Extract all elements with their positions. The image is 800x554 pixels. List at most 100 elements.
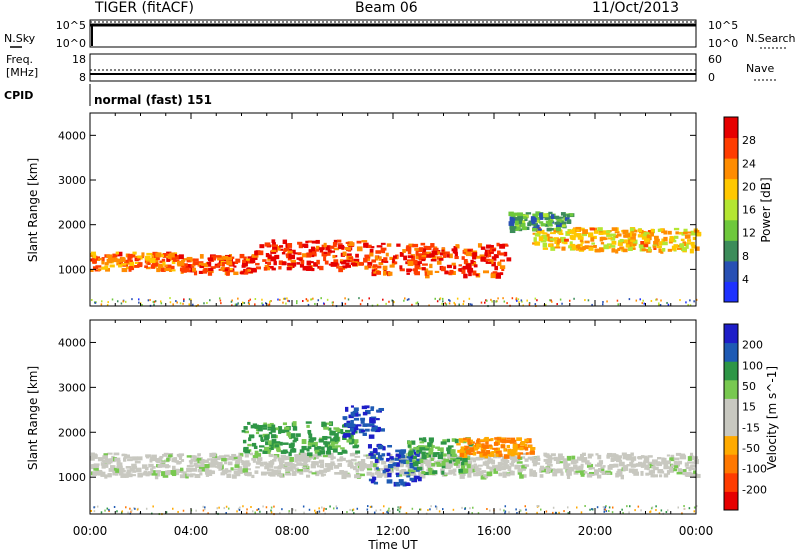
- velocity-cell: [524, 505, 527, 508]
- velocity-cell: [308, 470, 313, 474]
- power-cell: [606, 300, 608, 303]
- power-cell: [302, 243, 309, 248]
- power-cell: [247, 256, 252, 261]
- velocity-cell: [292, 426, 298, 431]
- power-cell: [506, 257, 512, 262]
- power-cell: [667, 248, 673, 252]
- velocity-cell: [650, 507, 653, 510]
- velocity-cell: [313, 456, 319, 460]
- power-cell: [135, 258, 141, 261]
- power-cell: [98, 258, 103, 261]
- power-cell: [436, 251, 440, 255]
- power-cell: [255, 262, 260, 266]
- velocity-cell: [651, 459, 658, 462]
- velocity-cell: [388, 458, 393, 463]
- velocity-cell: [657, 456, 662, 460]
- velocity-cell: [601, 471, 608, 476]
- power-cell: [353, 258, 360, 264]
- velocity-cell: [322, 435, 328, 441]
- velocity-cell: [167, 454, 173, 458]
- velocity-cell: [540, 508, 542, 511]
- velocity-cell: [466, 452, 471, 457]
- power-cell: [392, 258, 396, 264]
- velocity-cell: [352, 424, 359, 429]
- velocity-cell: [127, 459, 133, 462]
- power-cell: [516, 299, 518, 302]
- velocity-cell: [490, 438, 494, 441]
- velocity-cell: [244, 430, 249, 434]
- velocity-cell: [530, 447, 536, 450]
- velocity-cell: [504, 512, 506, 515]
- power-cell: [207, 257, 214, 262]
- velocity-cell: [207, 512, 209, 515]
- power-cell: [469, 303, 472, 306]
- velocity-cell: [488, 444, 492, 447]
- velocity-cell: [359, 468, 365, 472]
- power-cell: [547, 224, 553, 227]
- figure-title: TIGER (fitACF): [95, 0, 194, 16]
- velocity-cell: [448, 469, 453, 474]
- velocity-cell: [581, 452, 586, 456]
- velocity-cell: [110, 465, 115, 468]
- velocity-cell: [373, 511, 376, 514]
- velocity-cell: [496, 467, 502, 472]
- velocity-cell: [379, 457, 384, 461]
- velocity-cell: [120, 473, 127, 478]
- velocity-cell: [500, 459, 505, 462]
- power-cell: [270, 250, 277, 254]
- velocity-cell: [303, 469, 309, 473]
- velocity-cell: [362, 432, 367, 436]
- velocity-cell: [652, 474, 659, 478]
- power-cell: [606, 233, 613, 237]
- velocity-cell: [150, 468, 154, 471]
- velocity-cell: [332, 507, 335, 510]
- power-cell: [489, 247, 495, 253]
- power-cell: [496, 242, 500, 247]
- power-cell: [153, 300, 156, 303]
- velocity-cell: [465, 446, 469, 450]
- power-cell: [414, 262, 421, 267]
- velocity-cell: [349, 427, 354, 432]
- power-cell: [218, 297, 221, 300]
- velocity-cell: [566, 463, 571, 466]
- power-cell: [286, 266, 292, 271]
- velocity-cell: [405, 512, 408, 515]
- power-cell: [652, 244, 658, 247]
- velocity-cell: [511, 457, 516, 463]
- power-cell: [463, 300, 465, 303]
- velocity-cell: [108, 458, 112, 463]
- power-cell: [595, 248, 601, 253]
- velocity-cell: [302, 452, 309, 458]
- power-cell: [607, 237, 613, 240]
- velocity-cell: [419, 474, 426, 479]
- power-cell: [302, 300, 304, 303]
- power-cell: [556, 303, 558, 306]
- freq-tick-low: 8: [79, 71, 86, 84]
- velocity-cell: [437, 448, 444, 452]
- velocity-cell: [400, 482, 405, 486]
- velocity-cell: [268, 440, 272, 445]
- velocity-cell: [299, 470, 304, 475]
- velocity-cell: [270, 460, 275, 465]
- velocity-cell: [256, 508, 258, 511]
- power-cell: [602, 300, 604, 303]
- velocity-cell: [517, 454, 521, 459]
- velocity-cell: [221, 469, 227, 475]
- velocity-cell: [423, 445, 429, 449]
- velocity-cell: [241, 430, 246, 433]
- velocity-cell: [670, 454, 675, 459]
- power-cell: [188, 269, 192, 273]
- power-cell: [472, 255, 477, 260]
- power-cell: [517, 298, 520, 301]
- power-cell: [204, 264, 209, 268]
- velocity-cell: [329, 432, 335, 436]
- power-cell: [563, 241, 568, 245]
- freq-label: Freq.: [6, 53, 33, 66]
- velocity-cell: [685, 466, 691, 469]
- velocity-cell: [315, 473, 320, 477]
- velocity-cell: [435, 446, 440, 449]
- power-cell: [545, 303, 547, 306]
- velocity-cell: [402, 481, 407, 487]
- velocity-cell: [471, 512, 473, 515]
- velocity-cell: [97, 457, 104, 462]
